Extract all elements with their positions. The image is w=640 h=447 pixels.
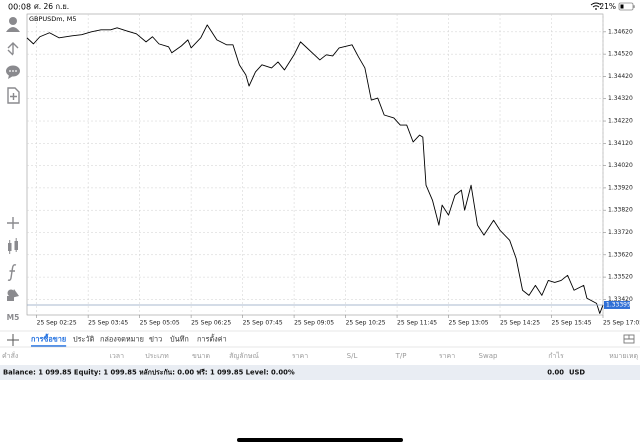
tab[interactable]: ประวัติ [73,335,95,344]
timeframe-button[interactable]: M5 [7,313,20,322]
column-header: คำสั่ง [2,351,18,360]
column-header: S/L [347,352,358,360]
y-tick-label: 1.34320 [608,95,633,102]
layout-button[interactable] [623,334,635,344]
y-tick-label: 1.33620 [608,251,633,258]
plot: 1.33395 [26,24,631,314]
x-tick-label: 25 Sep 02:25 [37,320,77,327]
objects-button[interactable] [7,289,19,301]
x-tick-label: 25 Sep 13:05 [449,320,489,327]
battery-text: 21% [599,2,616,11]
x-tick-label: 25 Sep 03:45 [88,320,128,327]
current-price-box [604,300,630,309]
x-tick-label: 25 Sep 05:05 [140,320,180,327]
chart-title: GBPUSDm, M5 [29,15,77,23]
y-tick-label: 1.34520 [608,51,633,58]
battery-icon [618,2,635,11]
tab[interactable]: กล่องจดหมาย [100,335,144,344]
add-button[interactable] [7,334,19,346]
crosshair-button[interactable] [7,217,19,229]
chart-type-button[interactable] [8,238,18,254]
home-indicator [237,438,403,442]
chat-button[interactable] [6,65,20,80]
tab[interactable]: บันทึก [170,335,189,344]
y-tick-label: 1.33520 [608,274,633,281]
tab[interactable]: การซื้อขาย [31,333,66,344]
y-tick-label: 1.34120 [608,140,633,147]
tabs: การซื้อขาย ประวัติ กล่องจดหมาย ข่าว บันทึก กา… [31,333,227,347]
column-header: ประเภท [145,352,169,360]
column-header: กำไร [548,351,564,360]
y-tick-label: 1.34020 [608,162,633,169]
price-line [26,24,604,314]
y-tick-label: 1.33720 [608,229,633,236]
balance-summary: Balance: 1 099.85 Equity: 1 099.85 หลักป… [3,369,295,377]
wifi-icon [590,2,602,10]
chart-frame [26,13,604,316]
current-price-label: 1.33395 [606,301,631,308]
x-tick-label: 25 Sep 09:05 [294,320,334,327]
column-header: Swap [479,352,498,360]
x-tick-label: 25 Sep 15:45 [552,320,592,327]
column-header: สัญลักษณ์ [229,352,259,360]
x-tick-label: 25 Sep 06:25 [191,320,231,327]
y-tick-label: 1.34420 [608,73,633,80]
x-tick-label: 25 Sep 10:25 [346,320,386,327]
x-tick-label: 25 Sep 11:45 [397,320,437,327]
trade-button[interactable] [7,42,19,56]
column-header: ขนาด [192,352,210,360]
x-tick-label: 25 Sep 14:25 [500,320,540,327]
x-tick-label: 25 Sep 07:45 [243,320,283,327]
y-tick-label: 1.34220 [608,118,633,125]
column-header: เวลา [109,352,124,360]
y-tick-label: 1.33920 [608,184,633,191]
tab[interactable]: การตั้งค่า [197,334,227,344]
total-profit: 0.00 [547,369,564,377]
y-tick-label: 1.33420 [608,296,633,303]
clock: 00:08 [8,3,31,12]
x-tick-label: 25 Sep 17:05 [603,320,640,327]
column-header: ราคา [439,352,455,360]
new-order-button[interactable] [7,87,20,104]
indicators-button[interactable] [7,264,17,281]
grid: 1.34620 1.34520 1.34420 1.34320 1.34220 1.341… [27,14,640,327]
currency: USD [569,369,585,377]
tab[interactable]: ข่าว [149,335,162,344]
y-tick-label: 1.34620 [608,28,633,35]
account-button[interactable] [6,17,20,32]
column-headers: คำสั่ง เวลา ประเภท ขนาด สัญลักษณ์ ราคา S/L T/P ร… [2,351,638,360]
column-header: หมายเหตุ [609,352,638,360]
y-tick-label: 1.33820 [608,207,633,214]
date: ศ. 26 ก.ย. [34,2,69,11]
column-header: T/P [395,352,407,360]
balance-row [0,365,640,380]
column-header: ราคา [292,352,308,360]
